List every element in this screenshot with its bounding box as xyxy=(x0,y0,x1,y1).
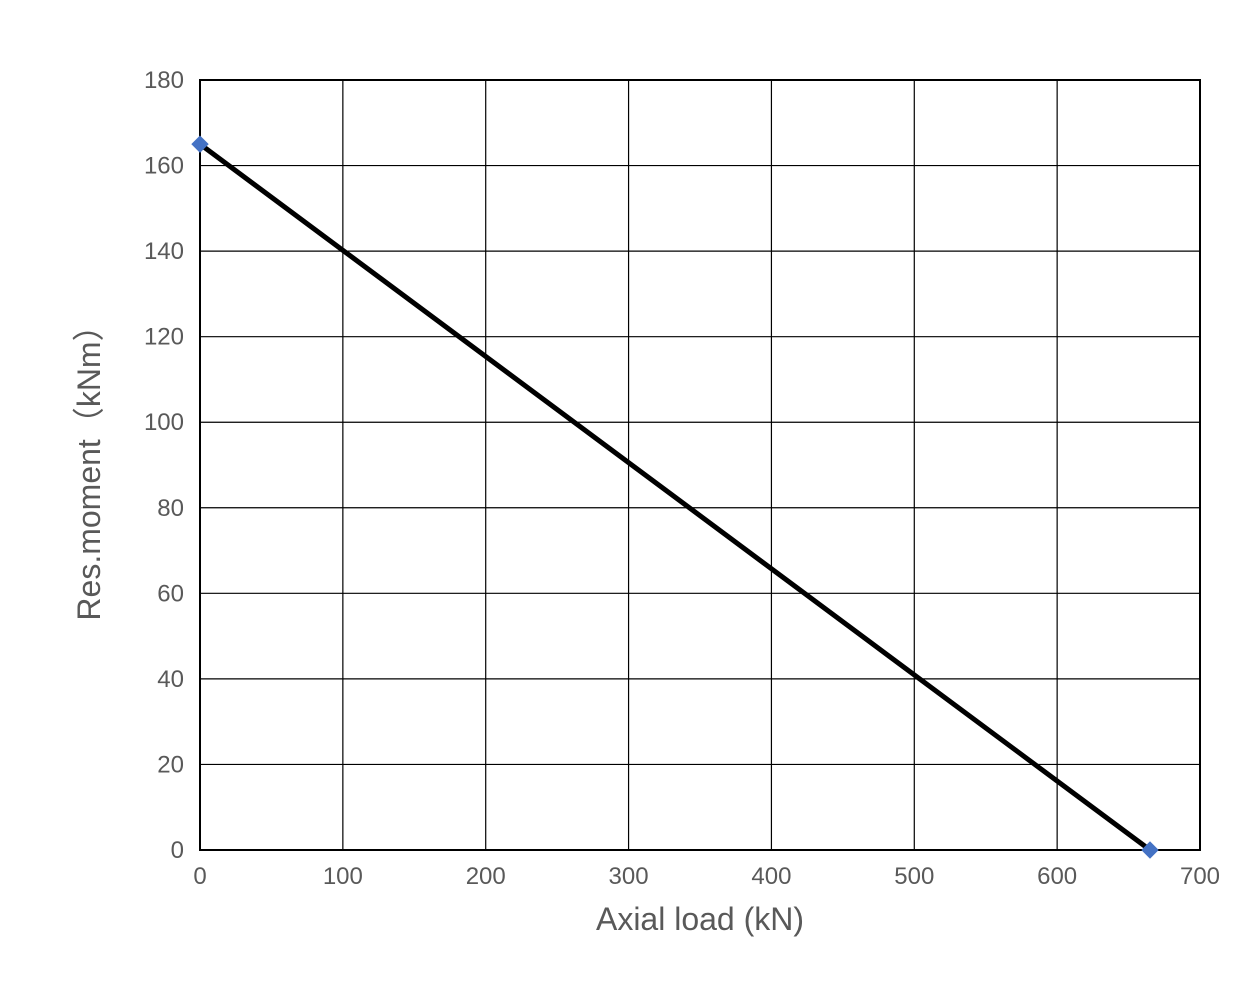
x-tick-label: 100 xyxy=(323,863,363,890)
x-tick-label: 700 xyxy=(1180,863,1220,890)
y-tick-label: 40 xyxy=(157,666,184,693)
y-tick-label: 140 xyxy=(144,238,184,265)
y-tick-label: 100 xyxy=(144,409,184,436)
y-tick-label: 120 xyxy=(144,324,184,351)
x-tick-label: 300 xyxy=(609,863,649,890)
chart-svg: 0 100 200 300 400 500 600 700 0 20 40 60 80 100 120 140… xyxy=(0,0,1260,990)
x-tick-label: 0 xyxy=(193,863,206,890)
y-tick-label: 0 xyxy=(171,837,184,864)
y-tick-label: 160 xyxy=(144,153,184,180)
x-tick-label: 600 xyxy=(1037,863,1077,890)
y-tick-label: 60 xyxy=(157,580,184,607)
x-tick-label: 200 xyxy=(466,863,506,890)
y-tick-label: 180 xyxy=(144,67,184,94)
x-axis-title: Axial load (kN) xyxy=(596,901,804,937)
chart-background xyxy=(0,0,1260,990)
y-tick-label: 80 xyxy=(157,495,184,522)
y-tick-label: 20 xyxy=(157,751,184,778)
chart-container: 0 100 200 300 400 500 600 700 0 20 40 60 80 100 120 140… xyxy=(0,0,1260,990)
x-tick-label: 500 xyxy=(894,863,934,890)
x-tick-label: 400 xyxy=(751,863,791,890)
y-axis-title: Res.moment（kNm） xyxy=(71,309,107,620)
